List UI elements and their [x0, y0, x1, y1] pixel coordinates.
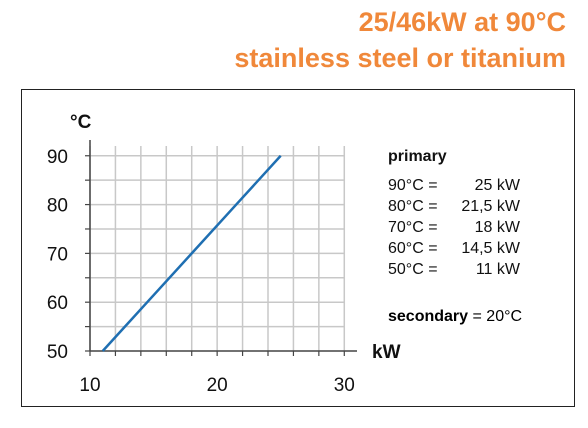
legend-row: 70°C = 18 kW	[388, 219, 520, 237]
x-tick-label: 30	[334, 375, 355, 396]
y-tick-label: 60	[47, 293, 68, 314]
y-tick-label: 90	[47, 147, 68, 168]
y-tick-label: 80	[47, 196, 68, 217]
legend-row: 90°C = 25 kW	[388, 177, 520, 195]
x-tick-label: 20	[207, 375, 228, 396]
legend-power: 25 kW	[474, 177, 520, 194]
secondary-note: secondary = 20°C	[388, 308, 522, 326]
legend-power: 18 kW	[474, 219, 520, 236]
heading-material: stainless steel or titanium	[234, 43, 566, 73]
legend-temp: 60°C =	[388, 240, 438, 257]
legend-row: 80°C = 21,5 kW	[388, 198, 520, 216]
legend-temp: 50°C =	[388, 261, 438, 278]
y-tick-label: 70	[47, 244, 68, 265]
legend-power: 11 kW	[475, 261, 520, 278]
series-line	[101, 154, 282, 352]
legend-temp: 70°C =	[388, 219, 438, 236]
primary-label: primary	[388, 148, 447, 165]
y-tick-label: 50	[47, 342, 68, 363]
legend-temp: 90°C =	[388, 177, 438, 194]
y-axis-label: °C	[70, 112, 92, 133]
legend-power: 14,5 kW	[461, 240, 520, 257]
legend-temp: 80°C =	[388, 198, 438, 215]
legend-row: 50°C = 11 kW	[388, 261, 520, 279]
chart-frame	[21, 89, 575, 407]
x-axis-label: kW	[372, 342, 401, 363]
secondary-label: secondary	[388, 308, 469, 325]
x-tick-label: 10	[79, 375, 100, 396]
heading-power: 25/46kW at 90°C	[358, 7, 566, 37]
secondary-value: = 20°C	[472, 308, 523, 325]
legend-row: 60°C = 14,5 kW	[388, 240, 520, 258]
legend-power: 21,5 kW	[461, 198, 520, 215]
